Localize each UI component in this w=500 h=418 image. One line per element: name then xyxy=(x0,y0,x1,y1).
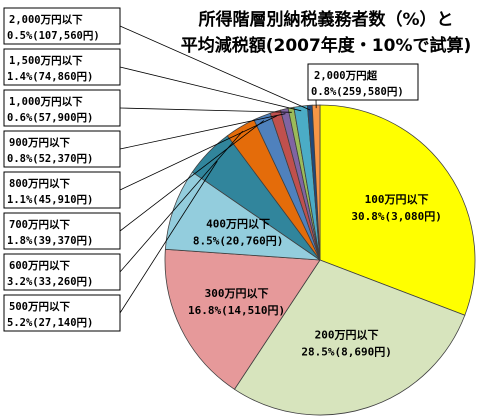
callout-category: 1,500万円以下 xyxy=(9,55,83,67)
pie-slice-1 xyxy=(319,104,476,316)
callout-category: 800万円以下 xyxy=(9,178,70,190)
callout-900: 900万円以下 0.8%(52,370円) xyxy=(3,130,121,168)
callout-box xyxy=(3,253,121,291)
callout-1-500: 1,500万円以下 1.4%(74,860円) xyxy=(3,48,121,86)
callout-value: 3.2%(33,260円) xyxy=(7,276,93,288)
leader-line xyxy=(119,115,277,191)
callout-2-000: 2,000万円以下 0.5%(107,560円) xyxy=(3,7,121,45)
chart-title-line1: 所得階層別納税義務者数（%）と xyxy=(198,9,453,30)
callout-box xyxy=(3,294,121,332)
callout-value: 0.8%(259,580円) xyxy=(311,86,404,98)
callout-category: 1,000万円以下 xyxy=(9,96,83,108)
callout-value: 5.2%(27,140円) xyxy=(7,317,93,329)
pie-slice-2 xyxy=(233,259,466,416)
callout-category: 2,000万円以下 xyxy=(9,14,83,26)
callout-category: 900万円以下 xyxy=(9,137,70,149)
callout-category: 700万円以下 xyxy=(9,219,70,231)
callout-value: 1.1%(45,910円) xyxy=(7,194,93,206)
leader-line xyxy=(119,113,286,150)
callout-1-000: 1,000万円以下 0.6%(57,900円) xyxy=(3,89,121,127)
slice-label-category: 200万円以下 xyxy=(315,329,379,342)
callout-box xyxy=(3,89,121,127)
slice-label-category: 400万円以下 xyxy=(206,217,270,230)
chart-title-line2: 平均減税額(2007年度・10%で試算) xyxy=(181,35,472,56)
slice-label-value: 8.5%(20,760円) xyxy=(193,234,283,247)
callout-700: 700万円以下 1.8%(39,370円) xyxy=(3,212,121,250)
leader-line xyxy=(119,160,218,314)
callout-value: 0.6%(57,900円) xyxy=(7,112,93,124)
slice-label-category: 300万円以下 xyxy=(205,287,269,300)
callout-box xyxy=(3,171,121,209)
slice-label-value: 16.8%(14,510円) xyxy=(188,304,285,317)
callout-box xyxy=(3,212,121,250)
leader-line xyxy=(119,130,244,273)
callout-600: 600万円以下 3.2%(33,260円) xyxy=(3,253,121,291)
slice-label-value: 28.5%(8,690円) xyxy=(301,346,391,359)
leader-line xyxy=(119,107,292,113)
callout-value: 0.8%(52,370円) xyxy=(7,153,93,165)
leader-line xyxy=(119,25,311,111)
callout-800: 800万円以下 1.1%(45,910円) xyxy=(3,171,121,209)
leader-line xyxy=(119,66,302,112)
callout-category: 600万円以下 xyxy=(9,260,70,272)
callout-category: 2,000万円超 xyxy=(314,69,378,82)
callout-box xyxy=(3,130,121,168)
callout-box xyxy=(307,63,419,101)
callout-value: 0.5%(107,560円) xyxy=(7,30,100,42)
slice-label-category: 100万円以下 xyxy=(365,193,429,206)
callout-category: 500万円以下 xyxy=(9,301,70,313)
callout-box xyxy=(3,48,121,86)
callout-value: 1.4%(74,860円) xyxy=(7,71,93,83)
callout-value: 1.8%(39,370円) xyxy=(7,235,93,247)
callout-box xyxy=(3,7,121,45)
callout-500: 500万円以下 5.2%(27,140円) xyxy=(3,294,121,332)
slice-label-value: 30.8%(3,080円) xyxy=(351,210,441,223)
pie-slice-3 xyxy=(164,248,321,390)
leader-line xyxy=(119,120,265,232)
callout-2-000: 2,000万円超 0.8%(259,580円) xyxy=(307,63,419,101)
